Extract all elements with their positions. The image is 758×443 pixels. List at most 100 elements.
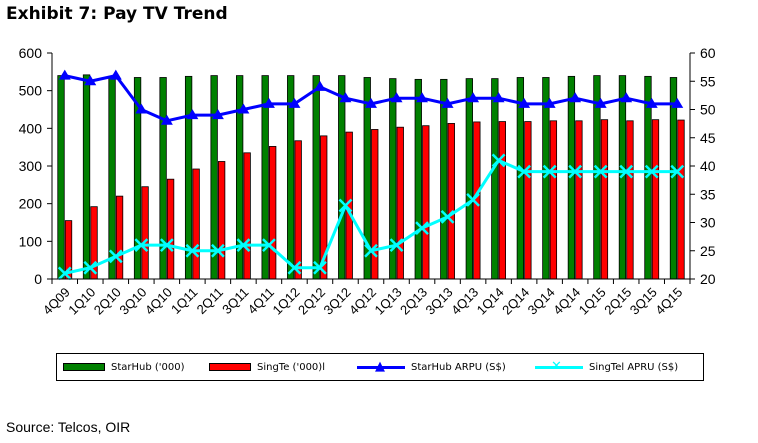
point-singtel-arpu [287,260,302,275]
point-starhub-arpu [543,97,556,108]
bar-starhub [440,78,448,280]
x-tick-label: 4Q10 [142,285,175,318]
legend-label-starhub-arpu: StarHub ARPU (S$) [411,361,506,373]
bar-singtel [192,168,200,280]
legend-swatch-starhub-subs [63,363,105,371]
x-tick-label: 2Q10 [91,285,124,318]
y-left-tick-label: 300 [19,158,43,174]
point-starhub-arpu [671,97,684,108]
x-tick-label: 2Q12 [295,285,328,318]
point-singtel-arpu [466,193,480,207]
x-tick-label: 4Q09 [40,285,73,318]
y-left-tick-label: 500 [19,83,43,99]
legend-item-singtel-arpu: ✕ SingTel APRU (S$) [535,354,678,380]
point-singtel-arpu [542,164,557,179]
x-tick-label: 1Q12 [269,285,302,318]
point-starhub-arpu [339,92,352,103]
point-starhub-arpu [109,69,122,80]
y-right-tick-label: 50 [700,102,716,118]
point-singtel-arpu [491,153,506,168]
chart-legend: StarHub ('000) SingTe ('000)l ▲ StarHub … [56,353,704,381]
bar-singtel [575,120,583,280]
x-tick-label: 4Q13 [448,285,481,318]
y-left-tick-label: 0 [34,271,42,287]
bar-singtel [498,121,507,280]
legend-swatch-singtel-arpu: ✕ [535,360,583,373]
point-starhub-arpu [518,97,531,108]
point-singtel-arpu [185,243,200,258]
legend-label-starhub-subs: StarHub ('000) [111,361,185,373]
point-starhub-arpu [84,75,97,86]
x-tick-label: 1Q14 [474,285,507,318]
bar-singtel [447,123,455,280]
point-starhub-arpu [313,80,326,91]
point-starhub-arpu [237,103,250,114]
point-singtel-arpu [57,266,72,281]
bar-starhub [57,75,65,280]
legend-label-singtel-subs: SingTe ('000)l [257,361,325,373]
bar-singtel [600,119,609,280]
x-tick-label: 2Q11 [194,285,226,317]
bar-starhub [465,78,473,280]
y-right-tick-label: 40 [700,158,716,174]
legend-item-starhub-subs: StarHub ('000) [63,354,185,380]
point-singtel-arpu [389,238,404,252]
bar-starhub [338,75,346,280]
point-starhub-arpu [160,114,173,125]
point-starhub-arpu [492,92,505,103]
bar-singtel [269,146,277,280]
bar-singtel [166,178,175,280]
point-starhub-arpu [645,97,658,108]
x-tick-label: 4Q11 [245,285,277,317]
legend-swatch-starhub-arpu: ▲ [357,360,405,373]
y-right-tick-label: 35 [700,186,716,202]
x-tick-label: 3Q14 [525,285,558,318]
point-singtel-arpu [670,164,685,179]
point-starhub-arpu [211,109,224,120]
legend-item-starhub-arpu: ▲ StarHub ARPU (S$) [357,354,506,380]
y-right-tick-label: 60 [700,45,716,61]
chart-title: Exhibit 7: Pay TV Trend [6,4,228,24]
x-tick-label: 3Q11 [219,285,251,317]
bar-starhub [312,75,320,280]
point-starhub-arpu [441,97,454,108]
x-tick-label: 3Q15 [627,285,660,318]
point-singtel-arpu [593,164,608,179]
x-tick-label: 2Q14 [499,285,532,318]
bar-singtel [549,120,558,280]
point-singtel-arpu [108,249,123,264]
line-singtel-arpu [64,158,678,275]
y-left-tick-label: 400 [19,120,43,136]
bar-singtel [115,195,124,280]
point-starhub-arpu [620,92,633,103]
point-singtel-arpu [568,164,583,179]
point-singtel-arpu [262,238,276,252]
x-tick-label: 1Q15 [576,285,609,318]
point-singtel-arpu [517,164,532,179]
point-starhub-arpu [135,103,148,114]
point-starhub-arpu [467,92,480,103]
bar-singtel [626,120,634,280]
x-tick-label: 1Q10 [65,285,98,318]
y-left-tick-label: 200 [19,196,43,212]
bar-starhub [567,75,576,280]
bar-singtel [422,125,430,280]
x-tick-label: 2Q13 [397,285,430,318]
pay-tv-trend-chart: 0 100 200 300 400 500 600 20 25 30 35 40 45 50 55 60 4Q0… [19,45,716,318]
bar-starhub [491,78,499,280]
point-starhub-arpu [186,109,199,120]
x-tick-label: 1Q13 [372,285,405,318]
point-singtel-arpu [236,238,251,252]
point-starhub-arpu [416,92,429,103]
y-left-tick-label: 100 [19,233,43,249]
point-starhub-arpu [390,92,403,103]
bar-singtel [524,121,532,280]
point-singtel-arpu [338,198,353,213]
bar-singtel [141,186,149,280]
point-singtel-arpu [415,221,429,236]
legend-label-singtel-arpu: SingTel APRU (S$) [589,361,679,373]
bar-singtel [677,119,685,280]
point-starhub-arpu [365,97,377,108]
legend-item-singtel-subs: SingTe ('000)l [209,354,325,380]
y-right-tick-label: 25 [700,243,716,259]
